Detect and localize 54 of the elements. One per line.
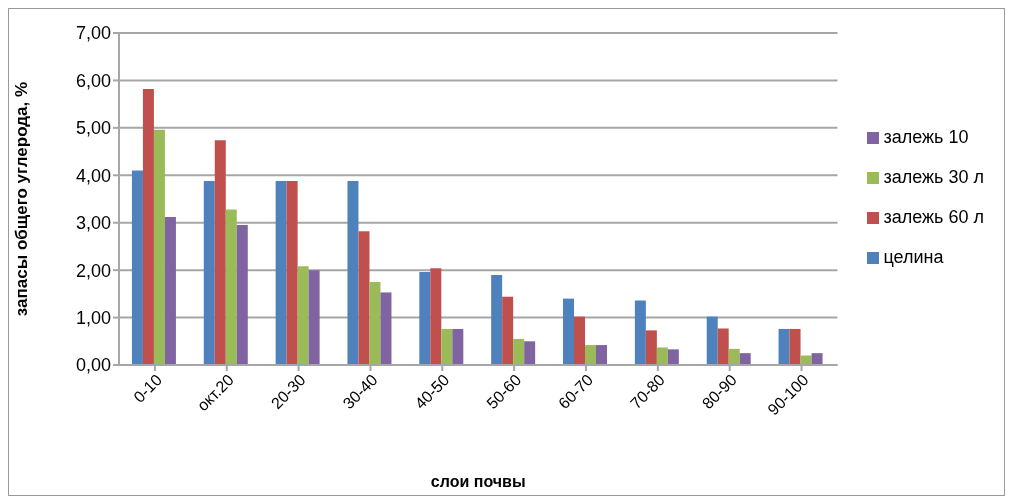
bar	[789, 328, 801, 365]
bar	[728, 348, 740, 365]
bar	[430, 268, 442, 365]
bar	[164, 217, 176, 365]
bar	[225, 209, 237, 365]
bar	[574, 316, 586, 365]
y-tick-label: 3,00	[75, 213, 111, 234]
bar	[452, 328, 464, 365]
bar	[717, 328, 729, 365]
bar	[706, 316, 718, 365]
y-tick-label: 4,00	[75, 165, 111, 186]
bar	[297, 266, 309, 365]
bar	[596, 345, 608, 365]
legend-label: залежь 30 л	[883, 167, 984, 187]
y-tick-label: 2,00	[75, 260, 111, 281]
x-axis-title: слои почвы	[430, 473, 526, 490]
bar	[236, 225, 248, 365]
bar	[419, 272, 431, 365]
y-tick-label: 5,00	[75, 118, 111, 139]
y-tick-label: 0,00	[75, 355, 111, 376]
y-tick-label: 6,00	[75, 70, 111, 91]
bar	[286, 180, 298, 365]
bar	[131, 170, 143, 365]
legend-label: залежь 60 л	[883, 207, 984, 227]
bar	[380, 292, 392, 365]
bar	[563, 298, 575, 365]
bar	[502, 296, 514, 365]
bar	[513, 338, 525, 365]
bar	[275, 180, 287, 365]
bar	[656, 347, 668, 365]
bar	[491, 274, 503, 365]
bar	[369, 282, 381, 365]
bar	[811, 353, 823, 365]
bar	[347, 180, 359, 365]
bar	[524, 341, 536, 365]
bar	[142, 88, 154, 365]
bar	[214, 140, 226, 365]
bar	[203, 180, 215, 365]
x-tick-label: 0-10	[130, 371, 166, 406]
legend-label: залежь 10	[883, 127, 969, 147]
bar	[634, 300, 646, 365]
legend-label: целина	[883, 247, 944, 267]
bar	[667, 349, 679, 365]
bar	[739, 353, 751, 365]
bar	[358, 231, 370, 365]
bar	[153, 129, 165, 365]
y-axis-title: запасы общего углерода, %	[12, 81, 32, 317]
bar	[778, 328, 790, 365]
bar	[441, 328, 453, 365]
bar	[308, 270, 320, 365]
bar	[585, 345, 597, 365]
y-tick-label: 1,00	[75, 307, 111, 328]
y-tick-label: 7,00	[75, 23, 111, 44]
bar	[645, 330, 657, 365]
